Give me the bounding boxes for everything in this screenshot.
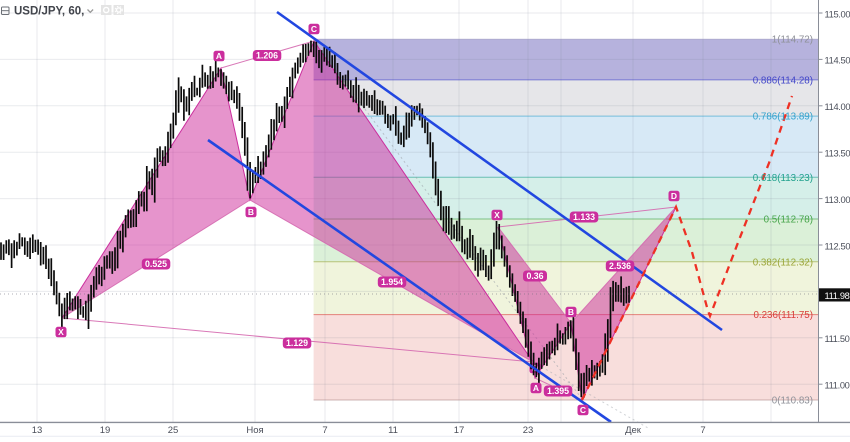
svg-text:0.382(112.32): 0.382(112.32) <box>753 257 813 268</box>
svg-text:0.36: 0.36 <box>526 271 543 281</box>
svg-text:B: B <box>248 207 254 217</box>
svg-text:114.50: 114.50 <box>825 56 850 66</box>
svg-text:1.129: 1.129 <box>286 338 308 348</box>
svg-text:1.954: 1.954 <box>381 277 403 287</box>
svg-text:0.5(112.78): 0.5(112.78) <box>764 215 813 226</box>
svg-text:19: 19 <box>100 425 111 436</box>
svg-text:0.525: 0.525 <box>145 259 167 269</box>
svg-text:0.886(114.28): 0.886(114.28) <box>753 75 813 86</box>
svg-text:0.786(113.89): 0.786(113.89) <box>753 112 813 123</box>
svg-text:13: 13 <box>32 425 43 436</box>
svg-text:111.50: 111.50 <box>825 334 850 344</box>
svg-text:C: C <box>311 24 317 34</box>
svg-text:0.236(111.75): 0.236(111.75) <box>753 310 813 321</box>
svg-text:115.00: 115.00 <box>825 9 850 19</box>
svg-text:114.00: 114.00 <box>825 102 850 112</box>
svg-text:7: 7 <box>700 425 705 436</box>
svg-text:X: X <box>494 210 500 220</box>
svg-text:111.00: 111.00 <box>825 381 850 391</box>
svg-text:A: A <box>216 51 222 61</box>
svg-text:0(110.83): 0(110.83) <box>772 396 813 407</box>
svg-text:23: 23 <box>523 425 534 436</box>
svg-text:C: C <box>580 405 586 415</box>
svg-text:USD/JPY, 60,: USD/JPY, 60, <box>14 6 84 18</box>
svg-text:X: X <box>58 327 64 337</box>
svg-text:113.50: 113.50 <box>825 149 850 159</box>
svg-text:2.536: 2.536 <box>609 261 631 271</box>
svg-text:0.618(113.23): 0.618(113.23) <box>753 173 813 184</box>
svg-text:11: 11 <box>388 425 398 436</box>
svg-text:Ноя: Ноя <box>246 425 263 436</box>
svg-text:1.206: 1.206 <box>256 51 278 61</box>
svg-text:1(114.72): 1(114.72) <box>772 35 813 46</box>
svg-text:111.98: 111.98 <box>825 291 850 301</box>
svg-text:7: 7 <box>322 425 327 436</box>
svg-text:17: 17 <box>454 425 465 436</box>
svg-text:112.50: 112.50 <box>825 241 850 251</box>
svg-text:113.00: 113.00 <box>825 195 850 205</box>
svg-text:Дек: Дек <box>625 425 642 436</box>
svg-text:A: A <box>533 383 539 393</box>
svg-text:D: D <box>671 191 677 201</box>
svg-text:1.133: 1.133 <box>573 212 595 222</box>
svg-text:25: 25 <box>168 425 179 436</box>
svg-text:B: B <box>568 307 574 317</box>
svg-text:1.395: 1.395 <box>547 386 569 396</box>
